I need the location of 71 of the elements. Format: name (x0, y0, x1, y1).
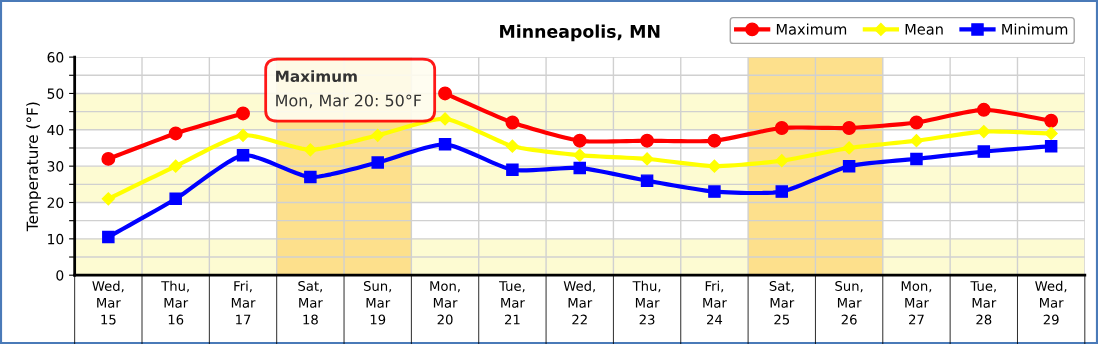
point (573, 148, 587, 162)
point (236, 106, 250, 121)
point (1044, 113, 1059, 128)
x-tick-label: Mon, Mar 27 (901, 281, 932, 325)
x-tick-label: Wed, Mar 29 (1035, 280, 1067, 325)
point (169, 192, 182, 206)
x-tick-label: Fri, Mar 17 (231, 280, 256, 325)
x-tick-label: Thu, Mar 16 (161, 280, 189, 325)
x-tick-label: Wed, Mar 22 (563, 280, 595, 325)
point (101, 192, 115, 206)
point (304, 170, 317, 184)
point (976, 102, 991, 117)
point (371, 156, 384, 169)
point (842, 141, 856, 155)
point (640, 152, 654, 166)
point (842, 121, 857, 135)
point (707, 159, 722, 173)
point (775, 154, 789, 168)
x-tick-label: Fri, Mar 24 (703, 280, 727, 325)
y-tick-label: 60 (47, 52, 64, 63)
point (909, 115, 924, 130)
point (169, 159, 183, 173)
point (775, 185, 789, 198)
point (236, 128, 250, 142)
point (909, 134, 924, 148)
x-tick-label: Sun, Mar 19 (363, 280, 392, 325)
legend-label: Mean (905, 23, 943, 35)
point (102, 230, 115, 244)
point (505, 139, 519, 153)
point (303, 143, 317, 157)
point (438, 138, 452, 151)
legend-label: Minimum (1002, 23, 1068, 35)
point (708, 185, 721, 198)
point (572, 133, 587, 148)
point (707, 133, 722, 148)
point (640, 174, 654, 187)
point (573, 161, 586, 175)
x-tick-label: Tue, Mar 28 (970, 281, 997, 325)
point (910, 152, 923, 166)
y-tick-label: 10 (48, 233, 64, 245)
y-tick-label: 40 (47, 124, 64, 136)
point (640, 133, 655, 148)
y-tick-label: 20 (47, 197, 64, 208)
x-tick-label: Tue, Mar 21 (498, 281, 525, 325)
point (977, 125, 991, 139)
point (168, 126, 183, 141)
x-tick-label: Mon, Mar 20 (430, 281, 460, 325)
point (505, 115, 520, 130)
y-tick-label: 50 (47, 88, 64, 99)
point (438, 86, 453, 101)
point (1044, 126, 1058, 141)
y-tick-label: 30 (47, 161, 64, 172)
point (371, 128, 385, 142)
x-tick-label: Sun, Mar 26 (835, 280, 863, 325)
annotation: Maximum Mon, Mar 20: 50°F (276, 70, 422, 109)
chart-title: Minneapolis, MN (500, 24, 660, 42)
point (842, 159, 856, 173)
legend-label: Maximum (776, 23, 847, 35)
point (1044, 139, 1058, 153)
point (977, 145, 991, 158)
point (438, 112, 452, 126)
point (774, 121, 789, 135)
y-axis-title: Temperature (°F) (26, 102, 42, 232)
x-tick-label: Thu, Mar 23 (632, 280, 661, 325)
point (236, 148, 250, 162)
point (101, 151, 116, 166)
point (506, 163, 519, 177)
x-tick-label: Sat, Mar 25 (769, 280, 795, 325)
y-tick-label: 0 (56, 270, 64, 281)
x-tick-label: Sat, Mar 18 (298, 280, 323, 325)
x-tick-label: Wed, Mar 15 (92, 280, 124, 325)
